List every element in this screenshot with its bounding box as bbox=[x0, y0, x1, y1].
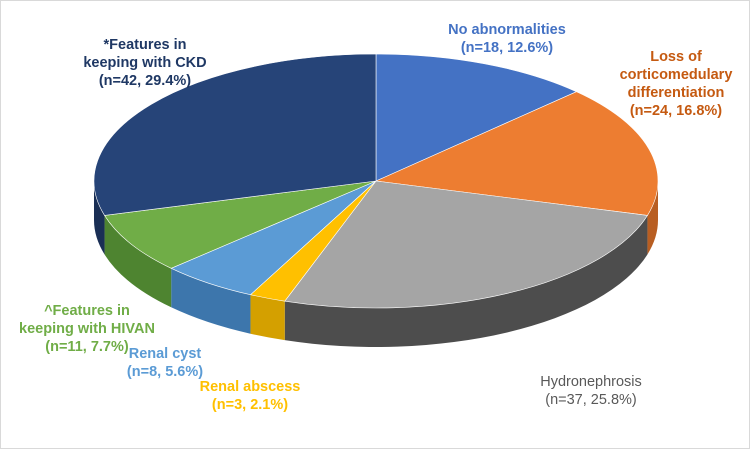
pie-side-hydronephrosis bbox=[284, 215, 648, 347]
data-label-line: keeping with CKD bbox=[83, 55, 206, 71]
data-label-line: *Features in bbox=[104, 37, 187, 53]
data-label-loss-of: Loss of corticomedulary differentiation (n=… bbox=[620, 49, 733, 119]
pie-slice-hydronephrosis bbox=[284, 180, 648, 309]
data-label-hydronephrosis: Hydronephrosis (n=37, 25.8%) bbox=[540, 374, 642, 408]
pie-side-renal-abscess bbox=[250, 294, 285, 341]
data-label-line: Renal abscess bbox=[200, 379, 301, 395]
pie-side-features-in bbox=[104, 215, 172, 308]
data-label-line: (n=24, 16.8%) bbox=[630, 103, 722, 119]
data-label-renal-cyst: Renal cyst (n=8, 5.6%) bbox=[127, 346, 203, 380]
data-label-line: (n=42, 29.4%) bbox=[99, 73, 191, 89]
data-label-line: No abnormalities bbox=[448, 22, 566, 38]
data-label-line: Loss of bbox=[650, 49, 702, 65]
data-label-line: ^Features in bbox=[44, 303, 130, 319]
data-label-line: Hydronephrosis bbox=[540, 374, 642, 390]
data-label-line: differentiation bbox=[628, 85, 725, 101]
data-label-renal-abscess: Renal abscess (n=3, 2.1%) bbox=[200, 379, 301, 413]
data-label-features-in: ^Features in keeping with HIVAN (n=11, 7.7… bbox=[19, 303, 155, 355]
data-label-line: corticomedulary bbox=[620, 67, 733, 83]
data-label-line: (n=37, 25.8%) bbox=[545, 392, 637, 408]
data-label-features-in: *Features in keeping with CKD (n=42, 29.4%… bbox=[83, 37, 206, 89]
pie-slice-no-abnormalities bbox=[375, 53, 578, 182]
data-label-line: (n=8, 5.6%) bbox=[127, 364, 203, 380]
pie-slice-features-in bbox=[93, 53, 377, 216]
pie-tops bbox=[93, 53, 659, 309]
data-label-line: keeping with HIVAN bbox=[19, 321, 155, 337]
data-label-line: (n=11, 7.7%) bbox=[45, 339, 129, 355]
data-label-line: (n=3, 2.1%) bbox=[212, 397, 288, 413]
pie-side-renal-cyst bbox=[171, 268, 251, 334]
data-label-line: (n=18, 12.6%) bbox=[461, 40, 553, 56]
pie-labels: No abnormalities (n=18, 12.6%) Loss of cort… bbox=[19, 22, 732, 413]
pie-sides bbox=[94, 181, 658, 347]
data-label-line: Renal cyst bbox=[129, 346, 202, 362]
pie-slice-loss-of bbox=[374, 91, 659, 216]
data-label-no-abnormalities: No abnormalities (n=18, 12.6%) bbox=[448, 22, 566, 56]
pie-slice-features-in bbox=[104, 180, 377, 269]
